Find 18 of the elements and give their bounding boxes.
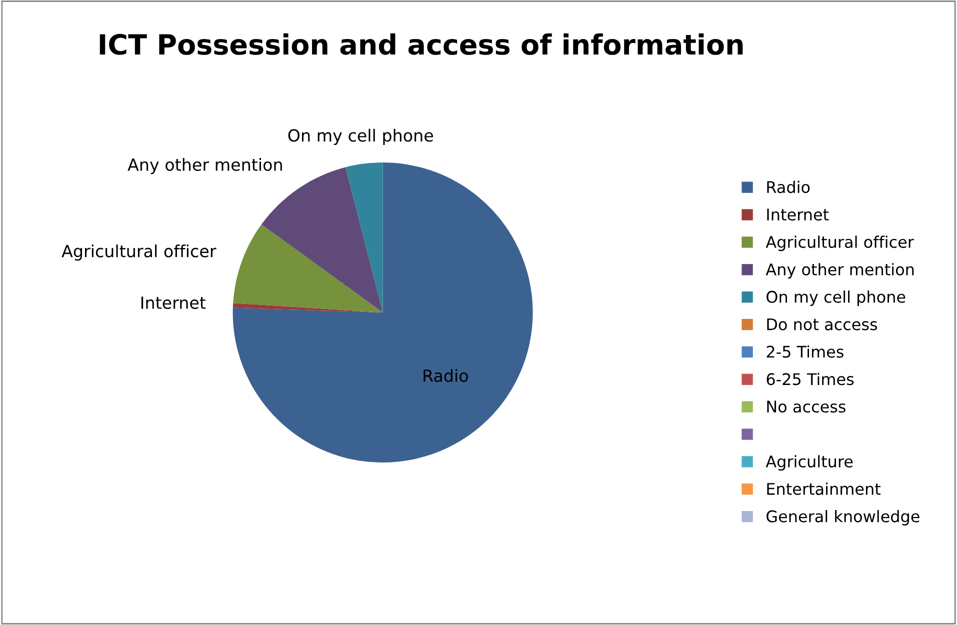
legend-label: No access xyxy=(767,400,846,413)
legend-label: Internet xyxy=(767,208,829,221)
slice-label: On my cell phone xyxy=(288,128,433,145)
legend-label: Radio xyxy=(767,180,810,194)
legend-label: General knowledge xyxy=(766,510,920,526)
slice-label: Any other mention xyxy=(128,158,282,174)
legend-label: Entertainment xyxy=(767,482,881,495)
legend-label: 6-25 Times xyxy=(766,372,854,386)
legend-label: Agriculture xyxy=(766,455,853,471)
slice-label: Radio xyxy=(424,369,468,382)
legend-label: Do not access xyxy=(767,318,878,330)
legend-label: On my cell phone xyxy=(766,290,906,306)
legend-label: Any other mention xyxy=(766,263,914,279)
chart-title: ICT Possession and access of information xyxy=(100,33,743,55)
legend-label: 2-5 Times xyxy=(766,345,844,358)
slice-label: Agricultural officer xyxy=(62,244,216,261)
legend-label: Agricultural officer xyxy=(766,236,914,252)
slice-label: Internet xyxy=(141,296,206,309)
